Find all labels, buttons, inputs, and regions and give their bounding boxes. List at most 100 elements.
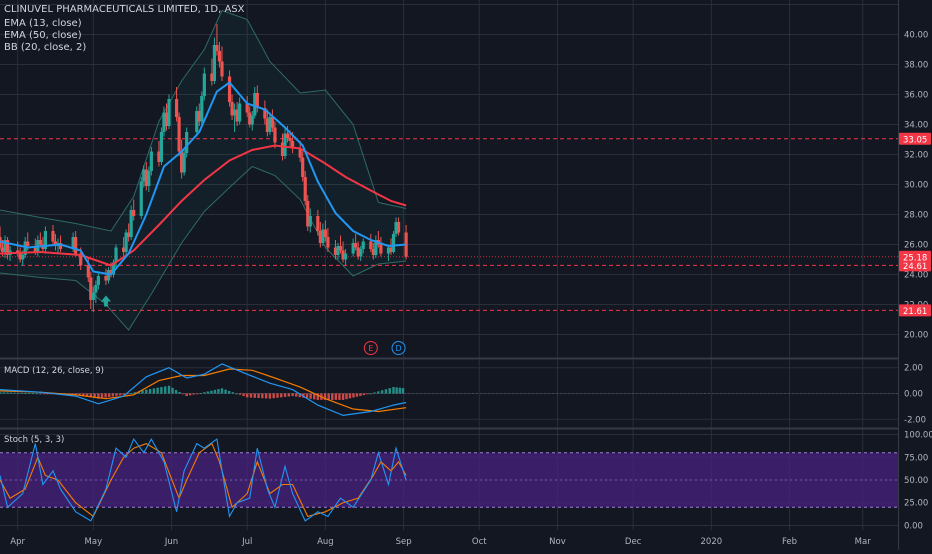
macd-histogram-bar [345,393,348,400]
candle-body [306,201,310,227]
macd-histogram-bar [276,393,279,398]
macd-histogram-bar [384,389,388,394]
stoch-tick-label: 0.00 [904,521,923,531]
candle-body [96,276,100,285]
macd-histogram-bar [348,393,352,399]
macd-histogram-bar [160,387,163,394]
level-price-tag: 21.61 [903,307,927,317]
macd-histogram-bar [31,393,35,395]
macd-histogram-bar [298,393,302,398]
price-tick-label: 36.00 [904,91,928,101]
macd-histogram-bar [238,393,242,395]
macd-histogram-bar [331,393,334,400]
candle-body [301,157,305,177]
macd-histogram-bar [213,389,217,394]
stoch-title: Stoch (5, 3, 3) [4,435,64,445]
macd-histogram-bar [206,391,210,394]
candle-body [404,232,408,257]
macd-histogram-bar [178,391,181,394]
macd-tick-label: 0.00 [904,390,923,400]
ema50-line [0,144,407,267]
macd-histogram-bar [246,393,249,398]
candle-body [369,241,373,249]
candle-body [227,76,232,102]
macd-histogram-bar [181,393,185,395]
candle-body [280,142,285,156]
macd-histogram-bar [203,392,206,394]
macd-histogram-bar [388,388,391,394]
candle-body [159,132,164,162]
candle-body [124,232,128,252]
macd-histogram-bar [164,386,167,394]
candle-body [43,231,48,249]
macd-histogram-bar [152,388,156,394]
candle-body [230,102,234,116]
candle-body [356,247,360,257]
macd-histogram-bar [13,392,16,394]
candle-body [359,249,363,257]
candle-body [354,243,358,248]
macd-histogram-bar [20,392,24,394]
macd-histogram-bar [373,392,376,394]
macd-histogram-bar [377,391,380,394]
candle-body [336,246,340,255]
macd-histogram-bar [17,392,20,394]
macd-histogram-bar [398,387,402,394]
candle-body [111,262,116,275]
macd-histogram-bar [46,393,49,395]
candle-body [180,151,184,173]
time-axis-label: Aug [317,537,334,547]
candle-body [53,241,58,246]
candle-body [202,73,206,96]
candle-body [91,292,95,300]
candle-body [212,45,217,81]
candle-body [217,51,222,62]
candle-body [162,112,166,132]
macd-histogram-bar [257,393,260,399]
candle-body [89,277,93,300]
indicator-bb-label[interactable]: BB (20, close, 2) [4,42,87,53]
macd-histogram-bar [115,393,118,396]
stoch-tick-label: 25.00 [904,499,928,509]
candle-body [248,112,252,125]
macd-histogram-bar [111,393,114,397]
candle-body [263,108,267,119]
candle-body [127,232,131,237]
candle-body [114,247,118,263]
candle-body [232,109,237,116]
macd-histogram-bar [327,393,330,400]
candle-body [391,234,396,252]
macd-histogram-bar [249,393,253,398]
macd-histogram-bar [380,390,384,394]
macd-histogram-bar [334,393,338,400]
candle-body [185,132,189,153]
macd-histogram-bar [35,393,38,395]
stoch-band [0,452,898,508]
macd-histogram-bar [268,393,272,399]
macd-histogram-bar [264,393,268,399]
candle-body [122,247,126,252]
candle-body [149,151,153,171]
macd-histogram-bar [283,393,287,397]
macd-histogram-bar [323,393,327,400]
macd-histogram-bar [78,393,81,396]
candle-body [250,115,254,125]
indicator-ema50-label[interactable]: EMA (50, close) [4,30,82,41]
time-axis-label: Oct [472,537,487,547]
macd-histogram-bar [126,393,129,395]
macd-histogram-bar [9,392,13,394]
macd-line [0,363,407,417]
buy-signal-arrow-icon [100,295,111,307]
indicator-ema13-label[interactable]: EMA (13, close) [4,18,82,29]
candle-body [220,61,224,77]
macd-histogram-bar [392,387,395,394]
macd-histogram-bar [100,393,104,399]
candle-body [144,169,148,186]
time-axis-label: Feb [782,537,797,547]
candle-body [285,133,290,138]
macd-histogram-bar [352,393,355,398]
candles [0,24,408,312]
price-axis-background [898,0,932,550]
candle-body [23,241,27,255]
